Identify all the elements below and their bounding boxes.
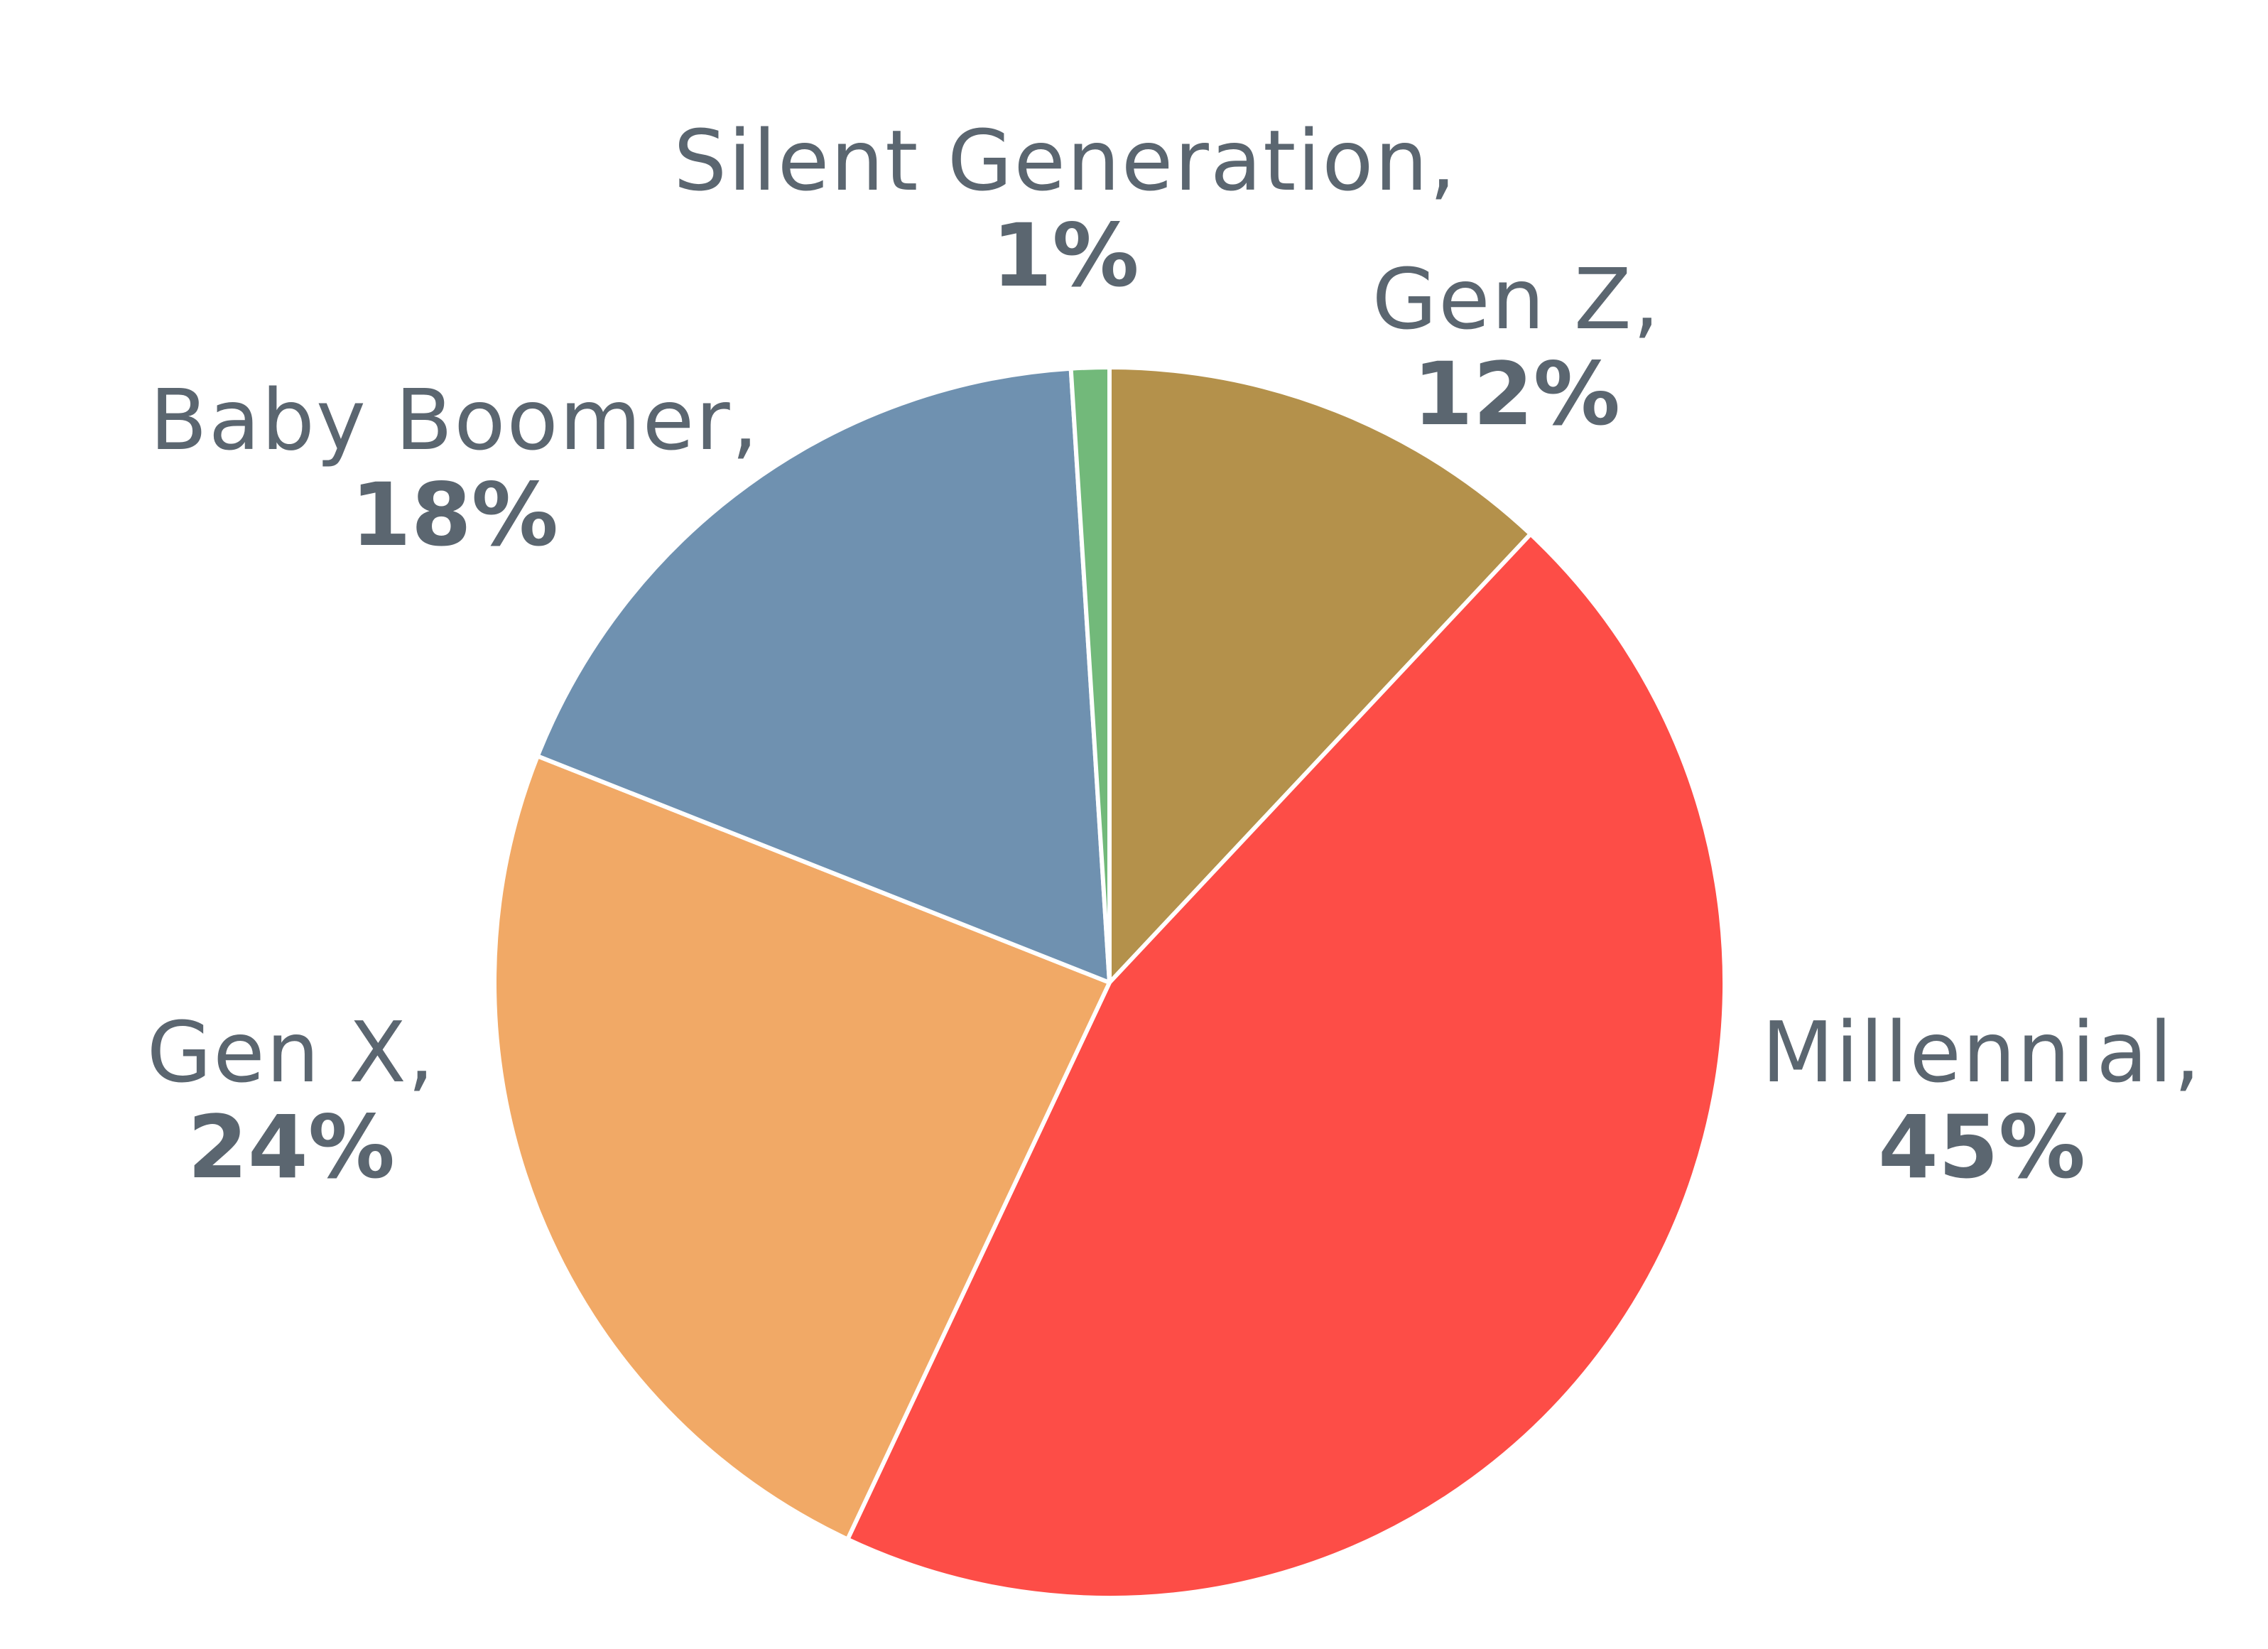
slice-label-gen-x: Gen X, 24% — [147, 1005, 436, 1196]
slice-label-gen-z: Gen Z, 12% — [1372, 252, 1661, 443]
slice-value-label: 24% — [187, 1097, 395, 1199]
slice-category-label: Baby Boomer, — [149, 371, 760, 469]
slice-category-label: Gen Z, — [1372, 250, 1661, 348]
pie-slice-baby-boomer — [535, 366, 1112, 985]
slice-category-label: Silent Generation, — [673, 112, 1458, 210]
pie-slice-gen-z — [1107, 365, 1533, 985]
slice-label-millennial: Millennial, 45% — [1762, 1005, 2202, 1196]
slice-value-label: 1% — [992, 205, 1139, 307]
slice-category-label: Gen X, — [146, 1003, 436, 1101]
slice-label-baby-boomer: Baby Boomer, 18% — [150, 373, 759, 564]
pie-slice-millennial — [845, 531, 1727, 1600]
pie-slice-gen-x — [492, 754, 1112, 1542]
slice-value-label: 12% — [1412, 344, 1620, 445]
slice-label-silent-generation: Silent Generation, 1% — [673, 114, 1457, 305]
slice-category-label: Millennial, — [1762, 1003, 2202, 1101]
pie-slice-silent-generation — [1068, 365, 1112, 985]
slice-value-label: 18% — [350, 465, 559, 566]
slice-value-label: 45% — [1877, 1097, 2086, 1199]
